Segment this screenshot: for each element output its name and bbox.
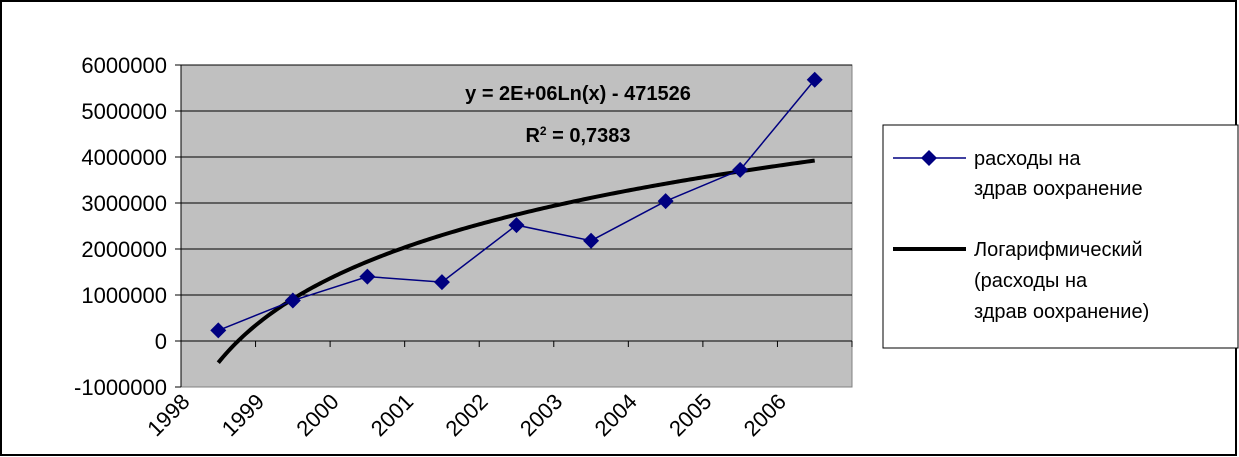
trendline-path [216, 158, 815, 364]
r-squared-label: R2 = 0,7383 [525, 124, 630, 147]
y-tick-label: 0 [155, 329, 167, 354]
legend-series-label-line-2: здрав оохранение [974, 178, 1143, 200]
legend-trend-label-line-3: здрав оохранение) [974, 301, 1149, 323]
y-tick-label: 5000000 [81, 99, 167, 124]
y-tick-label: 4000000 [81, 145, 167, 170]
equation-label: y = 2E+06Ln(x) - 471526 [465, 83, 691, 105]
data-point-marker [732, 161, 749, 178]
data-point-marker [359, 268, 376, 285]
y-tick-label: 3000000 [81, 191, 167, 216]
y-tick-label: -1000000 [74, 375, 167, 400]
legend-trend-label-line-2: (расходы на [974, 270, 1088, 292]
r-squared-value: = 0,7383 [547, 125, 631, 147]
data-point-marker [508, 217, 525, 234]
data-point-marker [657, 193, 674, 210]
legend: расходы на здрав оохранение Логарифмическ… [882, 124, 1239, 349]
r-squared-prefix: R [525, 125, 540, 147]
y-tick-label: 6000000 [81, 53, 167, 78]
y-tick-label: 1000000 [81, 283, 167, 308]
legend-series-label-line-1: расходы на [974, 148, 1081, 170]
legend-series-label: расходы на здрав оохранение [974, 148, 1143, 200]
data-point-marker [806, 71, 823, 88]
legend-trend-label-line-1: Логарифмический [974, 239, 1143, 261]
data-point-marker [210, 322, 227, 339]
data-point-marker [583, 232, 600, 249]
data-point-marker [284, 292, 301, 309]
legend-series-marker-icon [921, 150, 937, 166]
series-healthcare [210, 71, 823, 339]
y-axis: 6000000 5000000 4000000 3000000 2000000 10000… [74, 53, 182, 400]
data-point-marker [433, 274, 450, 291]
legend-trend-label: Логарифмический (расходы на здрав оохранен… [974, 239, 1149, 323]
legend-box [882, 124, 1239, 349]
y-tick-label: 2000000 [81, 237, 167, 262]
r-squared-superscript: 2 [540, 124, 547, 138]
trendline [216, 158, 815, 364]
